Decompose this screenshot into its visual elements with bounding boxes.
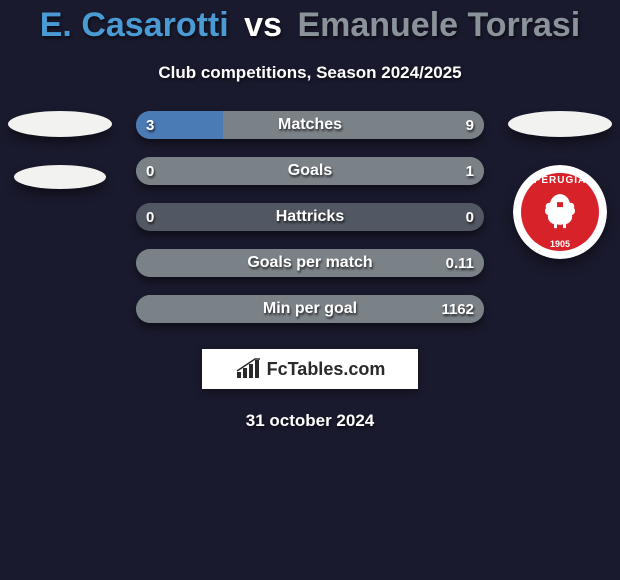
stat-bar: 39Matches — [136, 111, 484, 139]
stat-bars: 39Matches 01Goals 0 0Hattricks 0.11Goals per… — [136, 111, 484, 323]
badge-text-top: PERUGIA — [513, 175, 607, 186]
bar-fill-right — [136, 295, 484, 323]
bar-fill-right — [223, 111, 484, 139]
vs-label: vs — [244, 6, 282, 44]
stat-bar: 0 0Hattricks — [136, 203, 484, 231]
griffin-icon — [537, 188, 583, 234]
stat-bar: 01Goals — [136, 157, 484, 185]
date-text: 31 october 2024 — [0, 411, 620, 431]
bar-fill-left — [136, 111, 223, 139]
brand-chart-icon — [235, 358, 261, 380]
player1-name: E. Casarotti — [40, 6, 229, 44]
left-club-placeholder-2 — [14, 165, 106, 189]
left-club-placeholder-1 — [8, 111, 112, 137]
stat-bar: 0.11Goals per match — [136, 249, 484, 277]
right-club-placeholder-1 — [508, 111, 612, 137]
stat-label: Hattricks — [136, 203, 484, 231]
player2-name: Emanuele Torrasi — [297, 6, 580, 44]
badge-year: 1905 — [513, 239, 607, 249]
stat-value-right: 0 — [466, 203, 474, 231]
right-logos: PERUGIA 1905 — [500, 111, 620, 259]
bar-fill-right — [136, 157, 484, 185]
club-badge-perugia: PERUGIA 1905 — [513, 165, 607, 259]
subtitle: Club competitions, Season 2024/2025 — [0, 63, 620, 83]
page-title: E. Casarotti vs Emanuele Torrasi — [0, 0, 620, 45]
stat-bar: 1162Min per goal — [136, 295, 484, 323]
left-logos — [0, 111, 120, 189]
bar-fill-right — [136, 249, 484, 277]
main-area: PERUGIA 1905 39Matches 01Goals 0 0Hattricks… — [0, 83, 620, 431]
brand-text: FcTables.com — [267, 359, 386, 380]
brand-box: FcTables.com — [202, 349, 418, 389]
stat-value-left: 0 — [146, 203, 154, 231]
